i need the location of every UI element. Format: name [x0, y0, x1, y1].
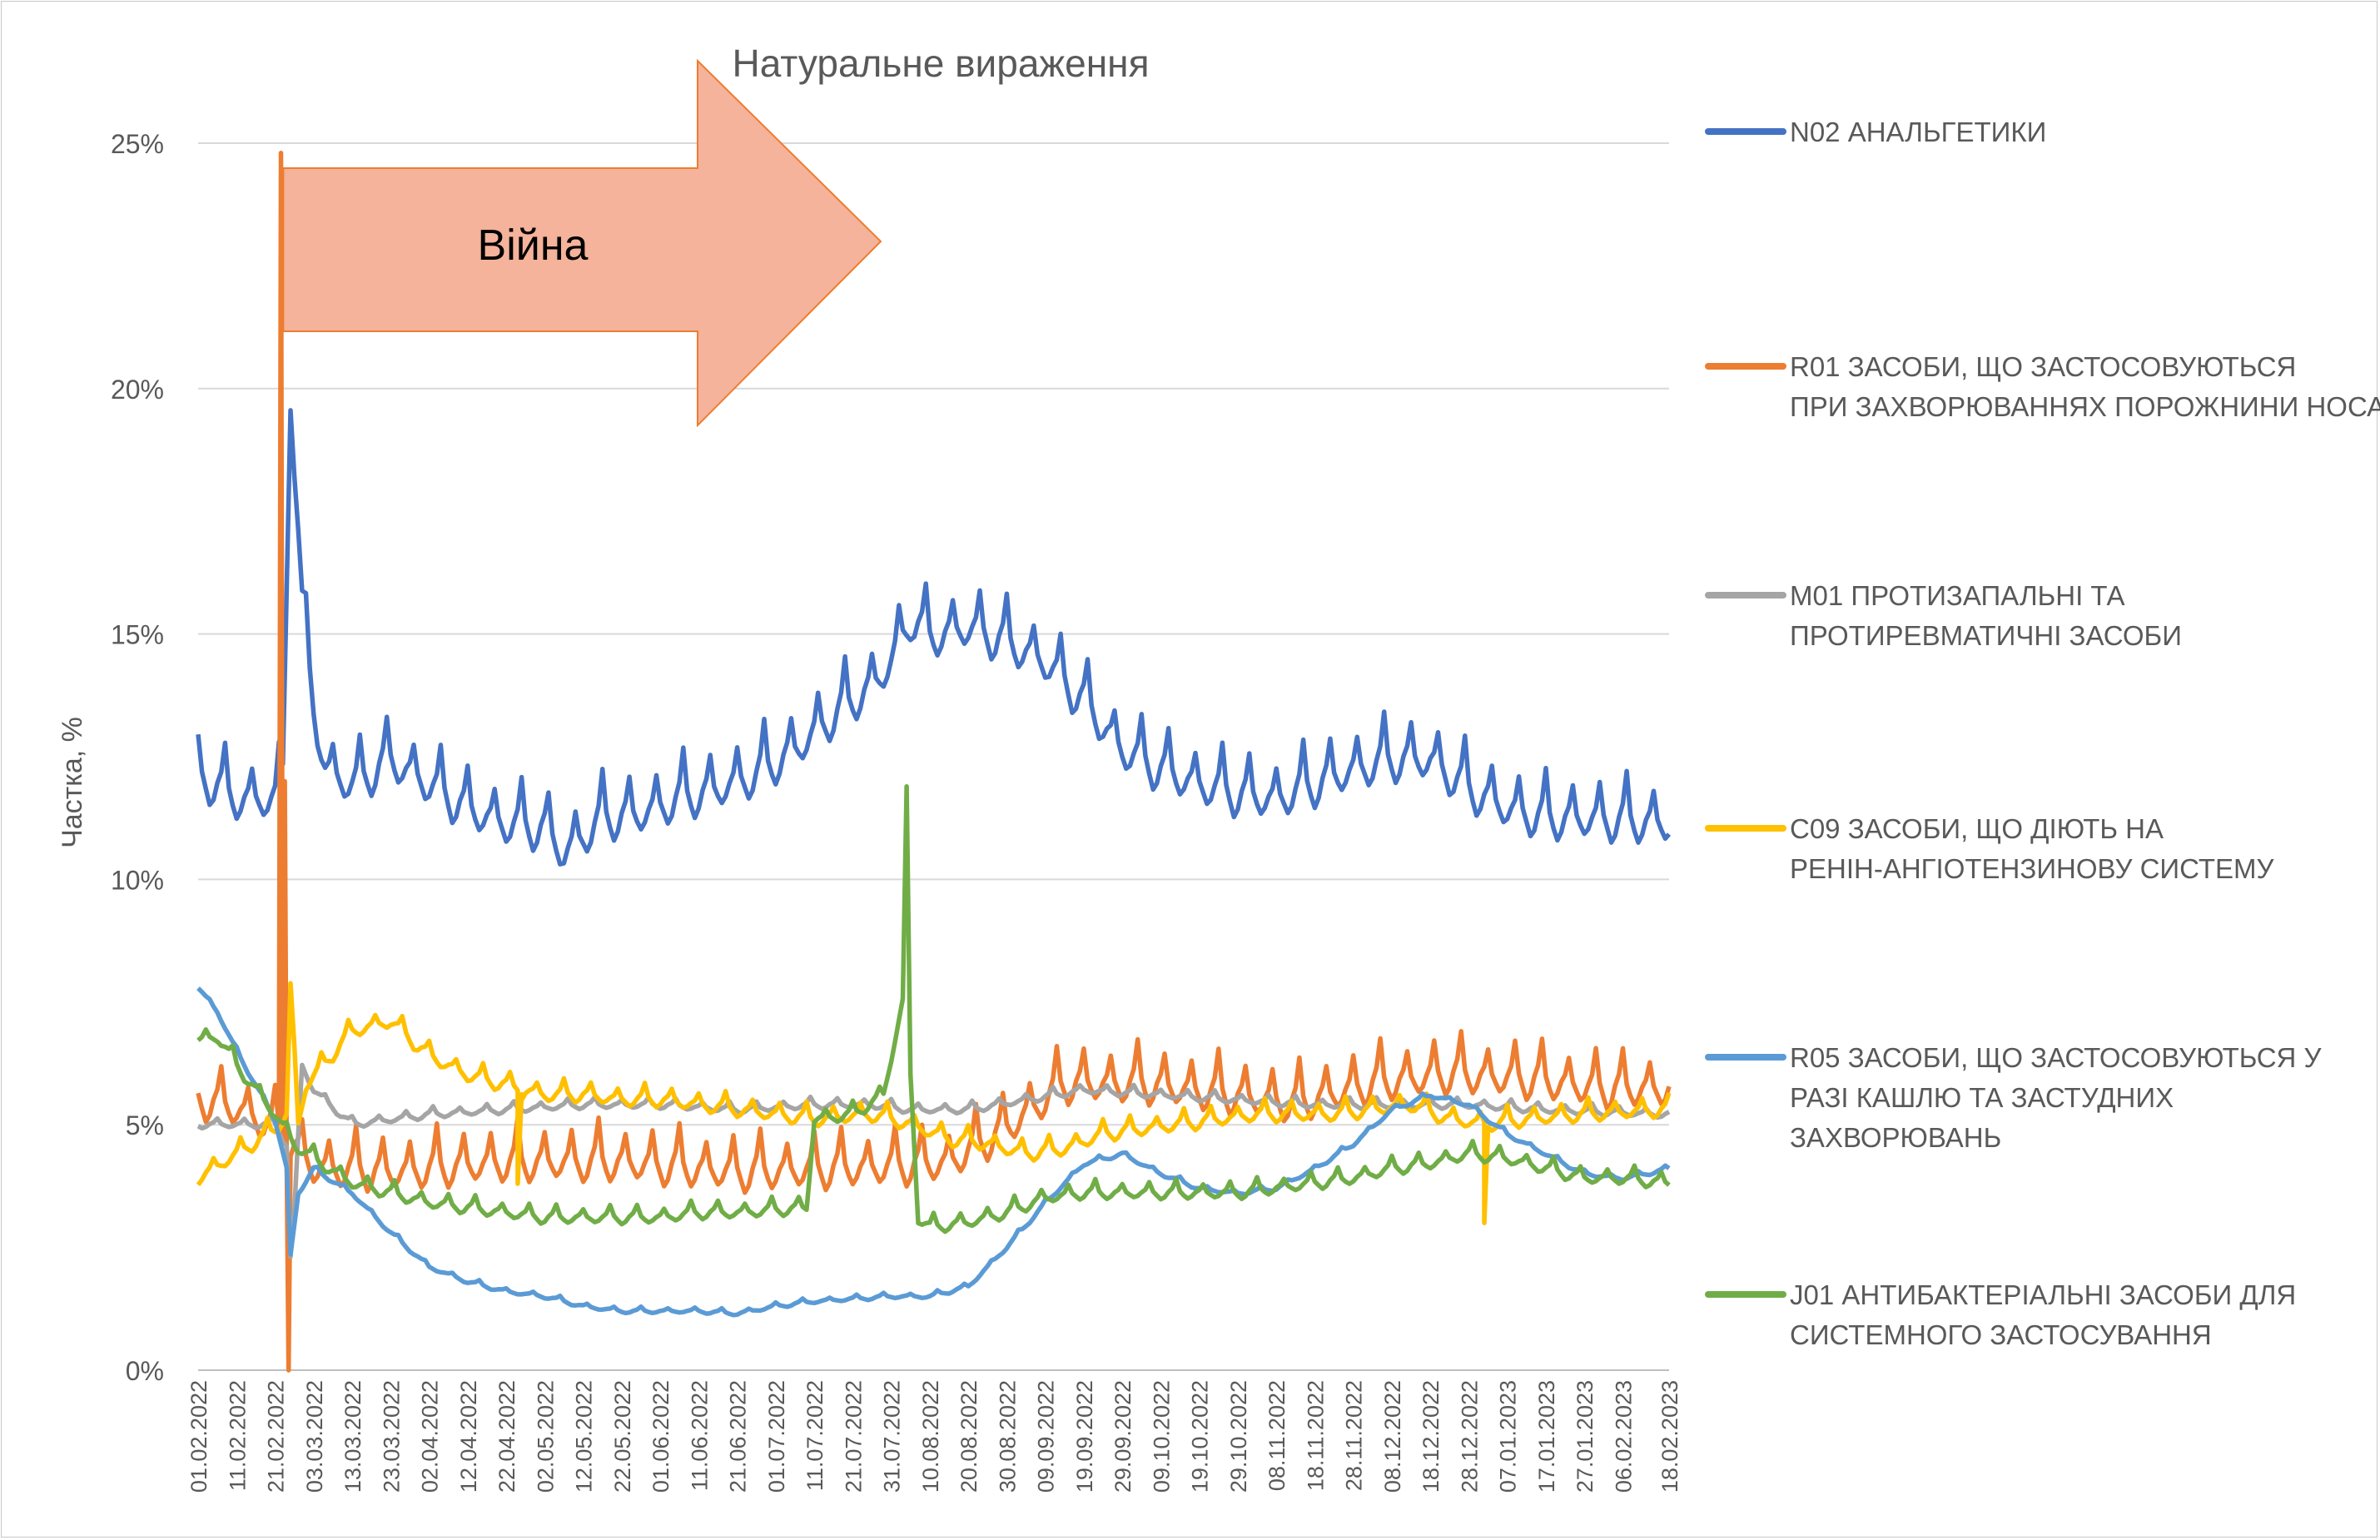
x-tick-label: 11.07.2022 — [802, 1380, 827, 1491]
x-tick-label: 18.02.2023 — [1657, 1380, 1682, 1493]
x-tick-label: 29.10.2022 — [1226, 1380, 1251, 1493]
x-tick-label: 12.04.2022 — [456, 1380, 481, 1493]
x-tick-label: 09.09.2022 — [1034, 1380, 1059, 1493]
legend-entry: N02 АНАЛЬГЕТИКИ — [1790, 117, 2046, 147]
legend-entry: R01 ЗАСОБИ, ЩО ЗАСТОСОВУЮТЬСЯ ПРИ ЗАХВОРЮ… — [1790, 351, 2380, 422]
x-tick-label: 19.09.2022 — [1072, 1380, 1097, 1493]
series-lines — [196, 151, 1672, 1373]
gridlines — [198, 142, 1669, 1371]
x-tick-label: 29.09.2022 — [1111, 1380, 1135, 1493]
y-tick-label: 25% — [111, 129, 164, 159]
y-tick-label: 10% — [111, 865, 164, 895]
x-tick-label: 01.02.2022 — [186, 1380, 211, 1493]
x-tick-label: 08.11.2022 — [1265, 1380, 1289, 1491]
x-tick-label: 20.08.2022 — [956, 1380, 981, 1493]
legend-entry: R05 ЗАСОБИ, ЩО ЗАСТОСОВУЮТЬСЯ У РАЗІ КАШЛ… — [1790, 1042, 2323, 1153]
x-tick-label: 28.11.2022 — [1342, 1380, 1367, 1491]
x-tick-label: 08.12.2022 — [1380, 1380, 1405, 1493]
x-tick-label: 06.02.2023 — [1611, 1380, 1636, 1493]
x-tick-label: 13.03.2022 — [340, 1380, 365, 1493]
chart-title: Натуральне вираження — [733, 42, 1150, 85]
x-tick-label: 02.04.2022 — [418, 1380, 443, 1493]
legend-entry: M01 ПРОТИЗАПАЛЬНІ ТА ПРОТИРЕВМАТИЧНІ ЗАСО… — [1790, 580, 2182, 651]
x-tick-label: 30.08.2022 — [995, 1380, 1020, 1493]
legend: N02 АНАЛЬГЕТИКИ R01 ЗАСОБИ, ЩО ЗАСТОСОВУЮ… — [1705, 117, 2380, 1350]
x-tick-label: 28.12.2022 — [1457, 1380, 1482, 1493]
war-arrow-label: Війна — [478, 221, 589, 270]
y-axis-ticks: 0% 5% 10% 15% 20% 25% — [111, 129, 164, 1386]
x-tick-label: 23.03.2022 — [379, 1380, 404, 1493]
x-tick-label: 01.06.2022 — [648, 1380, 673, 1493]
war-annotation: Війна — [282, 58, 882, 428]
legend-entry: J01 АНТИБАКТЕРІАЛЬНІ ЗАСОБИ ДЛЯ СИСТЕМНОГ… — [1790, 1279, 2296, 1350]
series-line-2 — [196, 151, 1672, 1373]
y-tick-label: 15% — [111, 620, 164, 650]
x-axis-ticks: 01.02.2022 11.02.2022 21.02.2022 03.03.2022… — [186, 1380, 1682, 1493]
x-tick-label: 21.06.2022 — [726, 1380, 751, 1493]
x-tick-label: 22.04.2022 — [494, 1380, 519, 1493]
y-tick-label: 20% — [111, 375, 164, 405]
series-line-1 — [196, 408, 1672, 867]
x-tick-label: 11.02.2022 — [225, 1380, 250, 1491]
x-tick-label: 17.01.2023 — [1534, 1380, 1559, 1493]
x-tick-label: 18.12.2022 — [1419, 1380, 1443, 1493]
y-tick-label: 0% — [126, 1356, 164, 1386]
x-tick-label: 09.10.2022 — [1149, 1380, 1174, 1493]
x-tick-label: 12.05.2022 — [572, 1380, 597, 1493]
y-tick-label: 5% — [126, 1110, 164, 1140]
x-tick-label: 18.11.2022 — [1303, 1380, 1328, 1491]
x-tick-label: 27.01.2023 — [1573, 1380, 1597, 1493]
series-line-5 — [196, 986, 1671, 1318]
x-tick-label: 10.08.2022 — [918, 1380, 943, 1493]
x-tick-label: 21.07.2022 — [841, 1380, 866, 1493]
x-tick-label: 22.05.2022 — [610, 1380, 635, 1493]
legend-entry: C09 ЗАСОБИ, ЩО ДІЮТЬ НА РЕНІН-АНГІОТЕНЗИН… — [1790, 813, 2275, 884]
x-tick-label: 07.01.2023 — [1496, 1380, 1521, 1493]
x-tick-label: 03.03.2022 — [302, 1380, 327, 1493]
x-tick-label: 02.05.2022 — [533, 1380, 558, 1493]
y-axis-label: Частка, % — [57, 717, 88, 848]
x-tick-label: 21.02.2022 — [264, 1380, 289, 1493]
series-line-6 — [196, 783, 1671, 1234]
x-tick-label: 31.07.2022 — [880, 1380, 905, 1493]
war-arrow — [282, 58, 882, 428]
x-tick-label: 19.10.2022 — [1188, 1380, 1213, 1493]
x-tick-label: 01.07.2022 — [764, 1380, 789, 1493]
x-tick-label: 11.06.2022 — [687, 1380, 712, 1491]
